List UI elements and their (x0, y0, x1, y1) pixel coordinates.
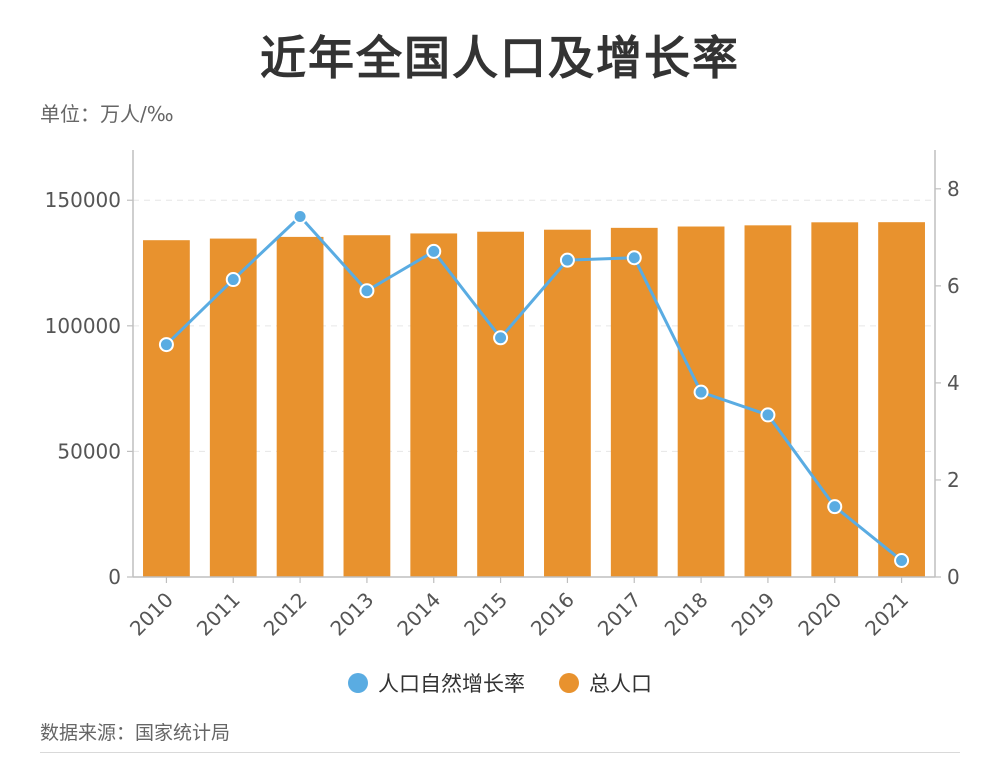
growth-rate-point-2017 (626, 250, 642, 266)
bar-2021 (878, 222, 925, 577)
x-tick-label-2017: 2017 (593, 588, 646, 641)
x-tick-label-2016: 2016 (526, 588, 579, 641)
y-right-tick-label: 2 (947, 468, 960, 492)
x-tick-label-2011: 2011 (192, 588, 245, 641)
bar-2010 (143, 240, 190, 578)
y-right-tick-label: 4 (947, 371, 960, 395)
growth-rate-point-2015 (493, 330, 509, 346)
y-left-tick-label: 50000 (57, 439, 121, 463)
unit-label: 单位：万人/‰ (40, 102, 174, 126)
bar-2015 (477, 231, 524, 578)
growth-rate-point-2018 (693, 384, 709, 400)
y-right-tick-label: 6 (947, 274, 960, 298)
bar-2018 (677, 226, 725, 577)
source-note: 数据来源：国家统计局 (40, 722, 231, 744)
growth-rate-point-2013 (359, 283, 375, 299)
growth-rate-point-2010 (158, 337, 174, 353)
bar-2017 (610, 227, 658, 577)
y-right-tick-label: 8 (947, 177, 960, 201)
legend: 人口自然增长率 总人口 (0, 668, 1000, 698)
bar-2011 (209, 238, 257, 577)
growth-rate-point-2020 (827, 499, 843, 515)
legend-label-growth-rate: 人口自然增长率 (378, 672, 525, 696)
growth-rate-point-2021 (894, 553, 910, 569)
bar-2020 (811, 222, 859, 577)
x-tick-label-2013: 2013 (325, 588, 378, 641)
combo-chart: 0 50000 100000 150000 0 2 4 6 8 2010 2011 2012 2013 2… (45, 150, 960, 641)
legend-swatch-total-population (559, 673, 579, 693)
x-tick-label-2021: 2021 (860, 588, 913, 641)
x-tick-label-2020: 2020 (793, 588, 846, 641)
legend-item-growth-rate[interactable]: 人口自然增长率 (348, 668, 525, 698)
x-tick-label-2012: 2012 (259, 588, 312, 641)
growth-rate-line (165, 214, 903, 562)
legend-swatch-growth-rate (348, 673, 368, 693)
bar-2016 (544, 229, 591, 577)
y-left-tick-label: 0 (108, 565, 121, 589)
x-tick-label-2010: 2010 (125, 588, 178, 641)
growth-rate-point-2016 (559, 252, 575, 268)
growth-rate-point-2014 (426, 243, 442, 259)
growth-rate-point-2019 (760, 407, 776, 423)
x-tick-label-2019: 2019 (726, 588, 779, 641)
bar-2012 (276, 236, 324, 577)
growth-rate-point-2012 (292, 208, 308, 224)
bar-2019 (744, 225, 792, 577)
x-tick-label-2018: 2018 (660, 588, 713, 641)
x-tick-label-2014: 2014 (392, 588, 445, 641)
y-left-tick-label: 100000 (45, 314, 121, 338)
y-left-tick-label: 150000 (45, 188, 121, 212)
bottom-divider (40, 752, 960, 753)
bar-2014 (410, 233, 458, 577)
growth-rate-point-2011 (225, 272, 241, 288)
chart-title: 近年全国人口及增长率 (260, 31, 740, 85)
legend-item-total-population[interactable]: 总人口 (559, 668, 652, 698)
legend-label-total-population: 总人口 (589, 672, 652, 696)
x-tick-label-2015: 2015 (459, 588, 512, 641)
y-right-tick-label: 0 (947, 565, 960, 589)
